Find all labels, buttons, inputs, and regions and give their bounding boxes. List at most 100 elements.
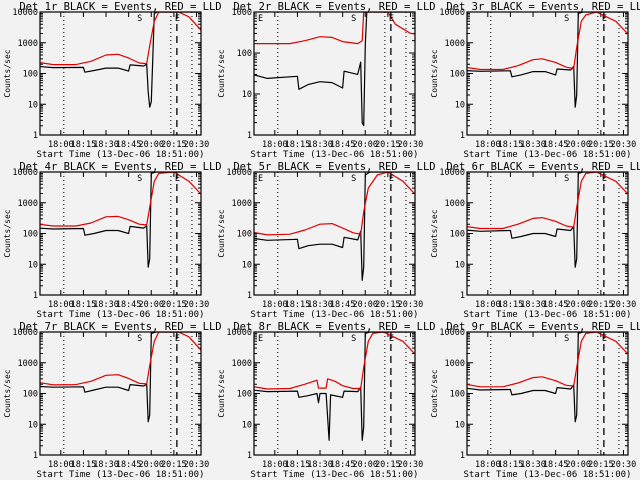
y-axis-label: Counts/sec	[217, 369, 226, 417]
x-axis-label: Start Time (13-Dec-06 18:51:00)	[464, 150, 632, 160]
panel-det-8: Det 8r BLACK = Events, RED = LLD 1 10 100 10…	[217, 321, 436, 480]
plot-frame	[253, 331, 416, 456]
marker-s: S	[137, 174, 142, 184]
x-tick-label: 20:00	[352, 300, 378, 310]
x-tick-label: 18:30	[520, 300, 546, 310]
y-tick-label: 10	[242, 260, 252, 270]
x-tick-label: 18:30	[93, 460, 119, 470]
marker-s: S	[564, 334, 569, 344]
panel-det-3: Det 3r BLACK = Events, RED = LLD 1 10 100 10…	[430, 1, 640, 160]
plot-area	[40, 332, 201, 455]
series-line-lld	[467, 332, 628, 388]
marker-e: E	[602, 334, 607, 344]
y-axis-label: Counts/sec	[217, 49, 226, 97]
plot-frame	[39, 171, 202, 296]
plot-frame	[253, 171, 416, 296]
series-line-events	[40, 332, 201, 423]
marker-e: E	[258, 334, 263, 344]
series-line-lld	[467, 172, 628, 230]
x-axis-label: Start Time (13-Dec-06 18:51:00)	[251, 150, 419, 160]
panel-title: Det 4r BLACK = Events, RED = LLD	[19, 161, 221, 173]
marker-e: E	[175, 14, 180, 24]
x-axis-label: Start Time (13-Dec-06 18:51:00)	[37, 150, 205, 160]
x-tick-label: 18:15	[498, 460, 524, 470]
y-tick-label: 10	[242, 90, 252, 100]
marker-e: E	[258, 174, 263, 184]
marker-e: E	[175, 174, 180, 184]
x-tick-label: 20:30	[184, 300, 210, 310]
y-tick-label: 10000	[439, 328, 465, 338]
x-axis-label: Start Time (13-Dec-06 18:51:00)	[37, 470, 205, 480]
y-tick-label: 1	[33, 131, 38, 141]
x-tick-label: 20:00	[138, 460, 164, 470]
x-tick-label: 20:15	[588, 140, 614, 150]
panel-title: Det 3r BLACK = Events, RED = LLD	[446, 1, 640, 13]
x-tick-label: 18:15	[285, 460, 311, 470]
y-tick-label: 100	[237, 390, 252, 400]
x-tick-label: 18:30	[93, 140, 119, 150]
x-tick-label: 18:00	[262, 300, 288, 310]
marker-e: E	[389, 174, 394, 184]
series-line-events	[40, 12, 201, 108]
plot-frame	[466, 11, 629, 136]
x-tick-label: 18:00	[262, 140, 288, 150]
y-axis-label: Counts/sec	[3, 369, 12, 417]
plot-area	[467, 172, 628, 295]
x-tick-label: 20:15	[161, 140, 187, 150]
x-tick-label: 20:00	[138, 300, 164, 310]
x-tick-label: 20:15	[588, 300, 614, 310]
series-line-events	[467, 172, 628, 268]
series-line-lld	[40, 332, 201, 386]
y-tick-label: 100	[237, 49, 252, 59]
y-tick-label: 1000	[18, 359, 38, 369]
marker-s: S	[564, 174, 569, 184]
y-tick-label: 1000	[18, 39, 38, 49]
x-tick-label: 20:30	[611, 460, 637, 470]
y-tick-label: 10000	[226, 328, 252, 338]
x-tick-label: 18:15	[71, 300, 97, 310]
panel-title: Det 5r BLACK = Events, RED = LLD	[233, 161, 435, 173]
y-axis-label: Counts/sec	[3, 49, 12, 97]
x-tick-label: 20:30	[611, 300, 637, 310]
series-line-lld	[254, 12, 415, 45]
panel-det-7: Det 7r BLACK = Events, RED = LLD 1 10 100 10…	[3, 321, 222, 480]
x-tick-label: 18:30	[307, 300, 333, 310]
series-line-lld	[40, 172, 201, 227]
y-tick-label: 100	[23, 390, 38, 400]
y-tick-label: 1	[247, 131, 252, 141]
panel-det-4: Det 4r BLACK = Events, RED = LLD 1 10 100 10…	[3, 161, 222, 320]
y-tick-label: 100	[450, 230, 465, 240]
plot-frame	[466, 331, 629, 456]
x-tick-label: 18:45	[330, 300, 356, 310]
y-tick-label: 100	[23, 70, 38, 80]
series-line-lld	[254, 332, 415, 390]
panel-title: Det 7r BLACK = Events, RED = LLD	[19, 321, 221, 333]
x-tick-label: 18:45	[330, 460, 356, 470]
x-tick-label: 20:15	[161, 300, 187, 310]
y-tick-label: 1000	[445, 199, 465, 209]
marker-e: E	[602, 14, 607, 24]
x-axis-label: Start Time (13-Dec-06 18:51:00)	[251, 470, 419, 480]
x-axis-label: Start Time (13-Dec-06 18:51:00)	[464, 470, 632, 480]
x-tick-label: 18:30	[520, 460, 546, 470]
x-tick-label: 18:00	[48, 300, 74, 310]
x-tick-label: 18:45	[543, 140, 569, 150]
x-tick-label: 18:45	[116, 460, 142, 470]
series-line-events	[254, 332, 415, 441]
plot-area	[254, 12, 415, 135]
series-line-events	[254, 172, 415, 281]
x-tick-label: 18:00	[475, 460, 501, 470]
y-tick-label: 1000	[18, 199, 38, 209]
marker-e: E	[258, 14, 263, 24]
y-tick-label: 1	[247, 291, 252, 301]
series-line-lld	[254, 172, 415, 236]
marker-e: E	[389, 14, 394, 24]
marker-e: E	[175, 334, 180, 344]
plot-area	[254, 172, 415, 295]
y-tick-label: 10000	[439, 8, 465, 18]
plot-frame	[466, 171, 629, 296]
x-tick-label: 18:45	[543, 300, 569, 310]
panel-det-6: Det 6r BLACK = Events, RED = LLD 1 10 100 10…	[430, 161, 640, 320]
series-line-events	[467, 332, 628, 423]
y-tick-label: 10	[242, 420, 252, 430]
